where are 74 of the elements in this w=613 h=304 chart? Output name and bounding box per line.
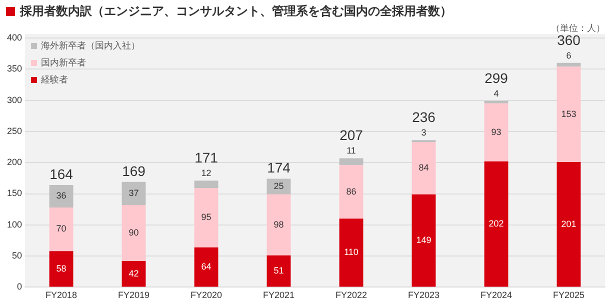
chart-title: 採用者数内訳（エンジニア、コンサルタント、管理系を含む国内の全採用者数） <box>20 2 452 20</box>
total-label: 169 <box>122 162 146 179</box>
y-tick-label: 250 <box>6 126 22 136</box>
x-tick-label: FY2021 <box>262 290 295 300</box>
y-tick-label: 200 <box>6 157 22 168</box>
data-label: 84 <box>418 162 429 173</box>
data-label: 12 <box>201 168 212 178</box>
bar <box>194 180 218 188</box>
bar <box>122 261 146 287</box>
data-label: 153 <box>561 108 576 119</box>
bar <box>49 251 74 287</box>
bar <box>484 103 508 162</box>
bar <box>194 188 218 248</box>
bar <box>49 207 74 252</box>
bar <box>194 247 218 287</box>
x-tick-label: FY2018 <box>46 290 78 300</box>
bar <box>556 162 581 287</box>
data-label: 25 <box>274 181 284 192</box>
data-label: 110 <box>344 247 358 258</box>
legend-label: 海外新卒者（国内入社） <box>41 40 140 50</box>
bar <box>122 204 146 262</box>
x-tick-label: FY2020 <box>190 290 222 300</box>
total-label: 299 <box>484 70 508 86</box>
bar <box>339 165 364 219</box>
data-label: 95 <box>201 212 212 222</box>
bar <box>266 194 291 256</box>
x-tick-label: FY2025 <box>552 290 585 300</box>
y-tick-label: 350 <box>6 64 22 74</box>
data-label: 90 <box>128 227 139 238</box>
data-label: 93 <box>491 126 502 137</box>
data-label: 58 <box>56 263 66 274</box>
data-label: 201 <box>561 218 576 229</box>
x-tick-label: FY2023 <box>408 290 440 300</box>
total-label: 164 <box>50 166 74 182</box>
data-label: 42 <box>128 268 139 278</box>
data-label: 86 <box>346 186 356 196</box>
bar <box>49 185 74 208</box>
data-label: 3 <box>421 128 426 138</box>
total-label: 207 <box>340 127 364 144</box>
y-tick-label: 50 <box>12 250 22 261</box>
y-tick-label: 300 <box>6 94 22 105</box>
data-label: 70 <box>56 224 66 234</box>
data-label: 202 <box>488 218 504 229</box>
data-label: 98 <box>274 219 284 230</box>
total-label: 174 <box>267 160 291 176</box>
x-tick-label: FY2019 <box>118 290 150 300</box>
bar <box>484 100 508 104</box>
y-tick-label: 150 <box>6 188 22 198</box>
y-tick-label: 100 <box>6 219 22 230</box>
bar <box>339 218 364 287</box>
total-label: 236 <box>412 109 436 126</box>
legend-label: 経験者 <box>40 74 68 84</box>
bar <box>412 142 436 194</box>
bar <box>556 66 581 162</box>
data-label: 64 <box>201 262 212 272</box>
data-label: 36 <box>56 190 66 201</box>
data-label: 149 <box>416 235 432 246</box>
x-tick-label: FY2024 <box>480 290 512 300</box>
total-label: 171 <box>194 150 218 166</box>
data-label: 11 <box>346 146 356 156</box>
x-tick-label: FY2022 <box>335 290 368 300</box>
bar <box>484 161 508 287</box>
y-tick-label: 0 <box>17 282 22 292</box>
bar <box>412 194 436 287</box>
bar <box>266 255 291 287</box>
legend-label: 国内新卒者 <box>41 57 86 68</box>
bar <box>556 62 581 67</box>
data-label: 4 <box>494 88 499 98</box>
data-label: 51 <box>274 266 284 276</box>
bar <box>122 182 146 205</box>
data-label: 37 <box>128 188 139 198</box>
data-label: 6 <box>566 50 572 60</box>
y-tick-label: 400 <box>6 32 22 42</box>
bar <box>339 158 364 166</box>
